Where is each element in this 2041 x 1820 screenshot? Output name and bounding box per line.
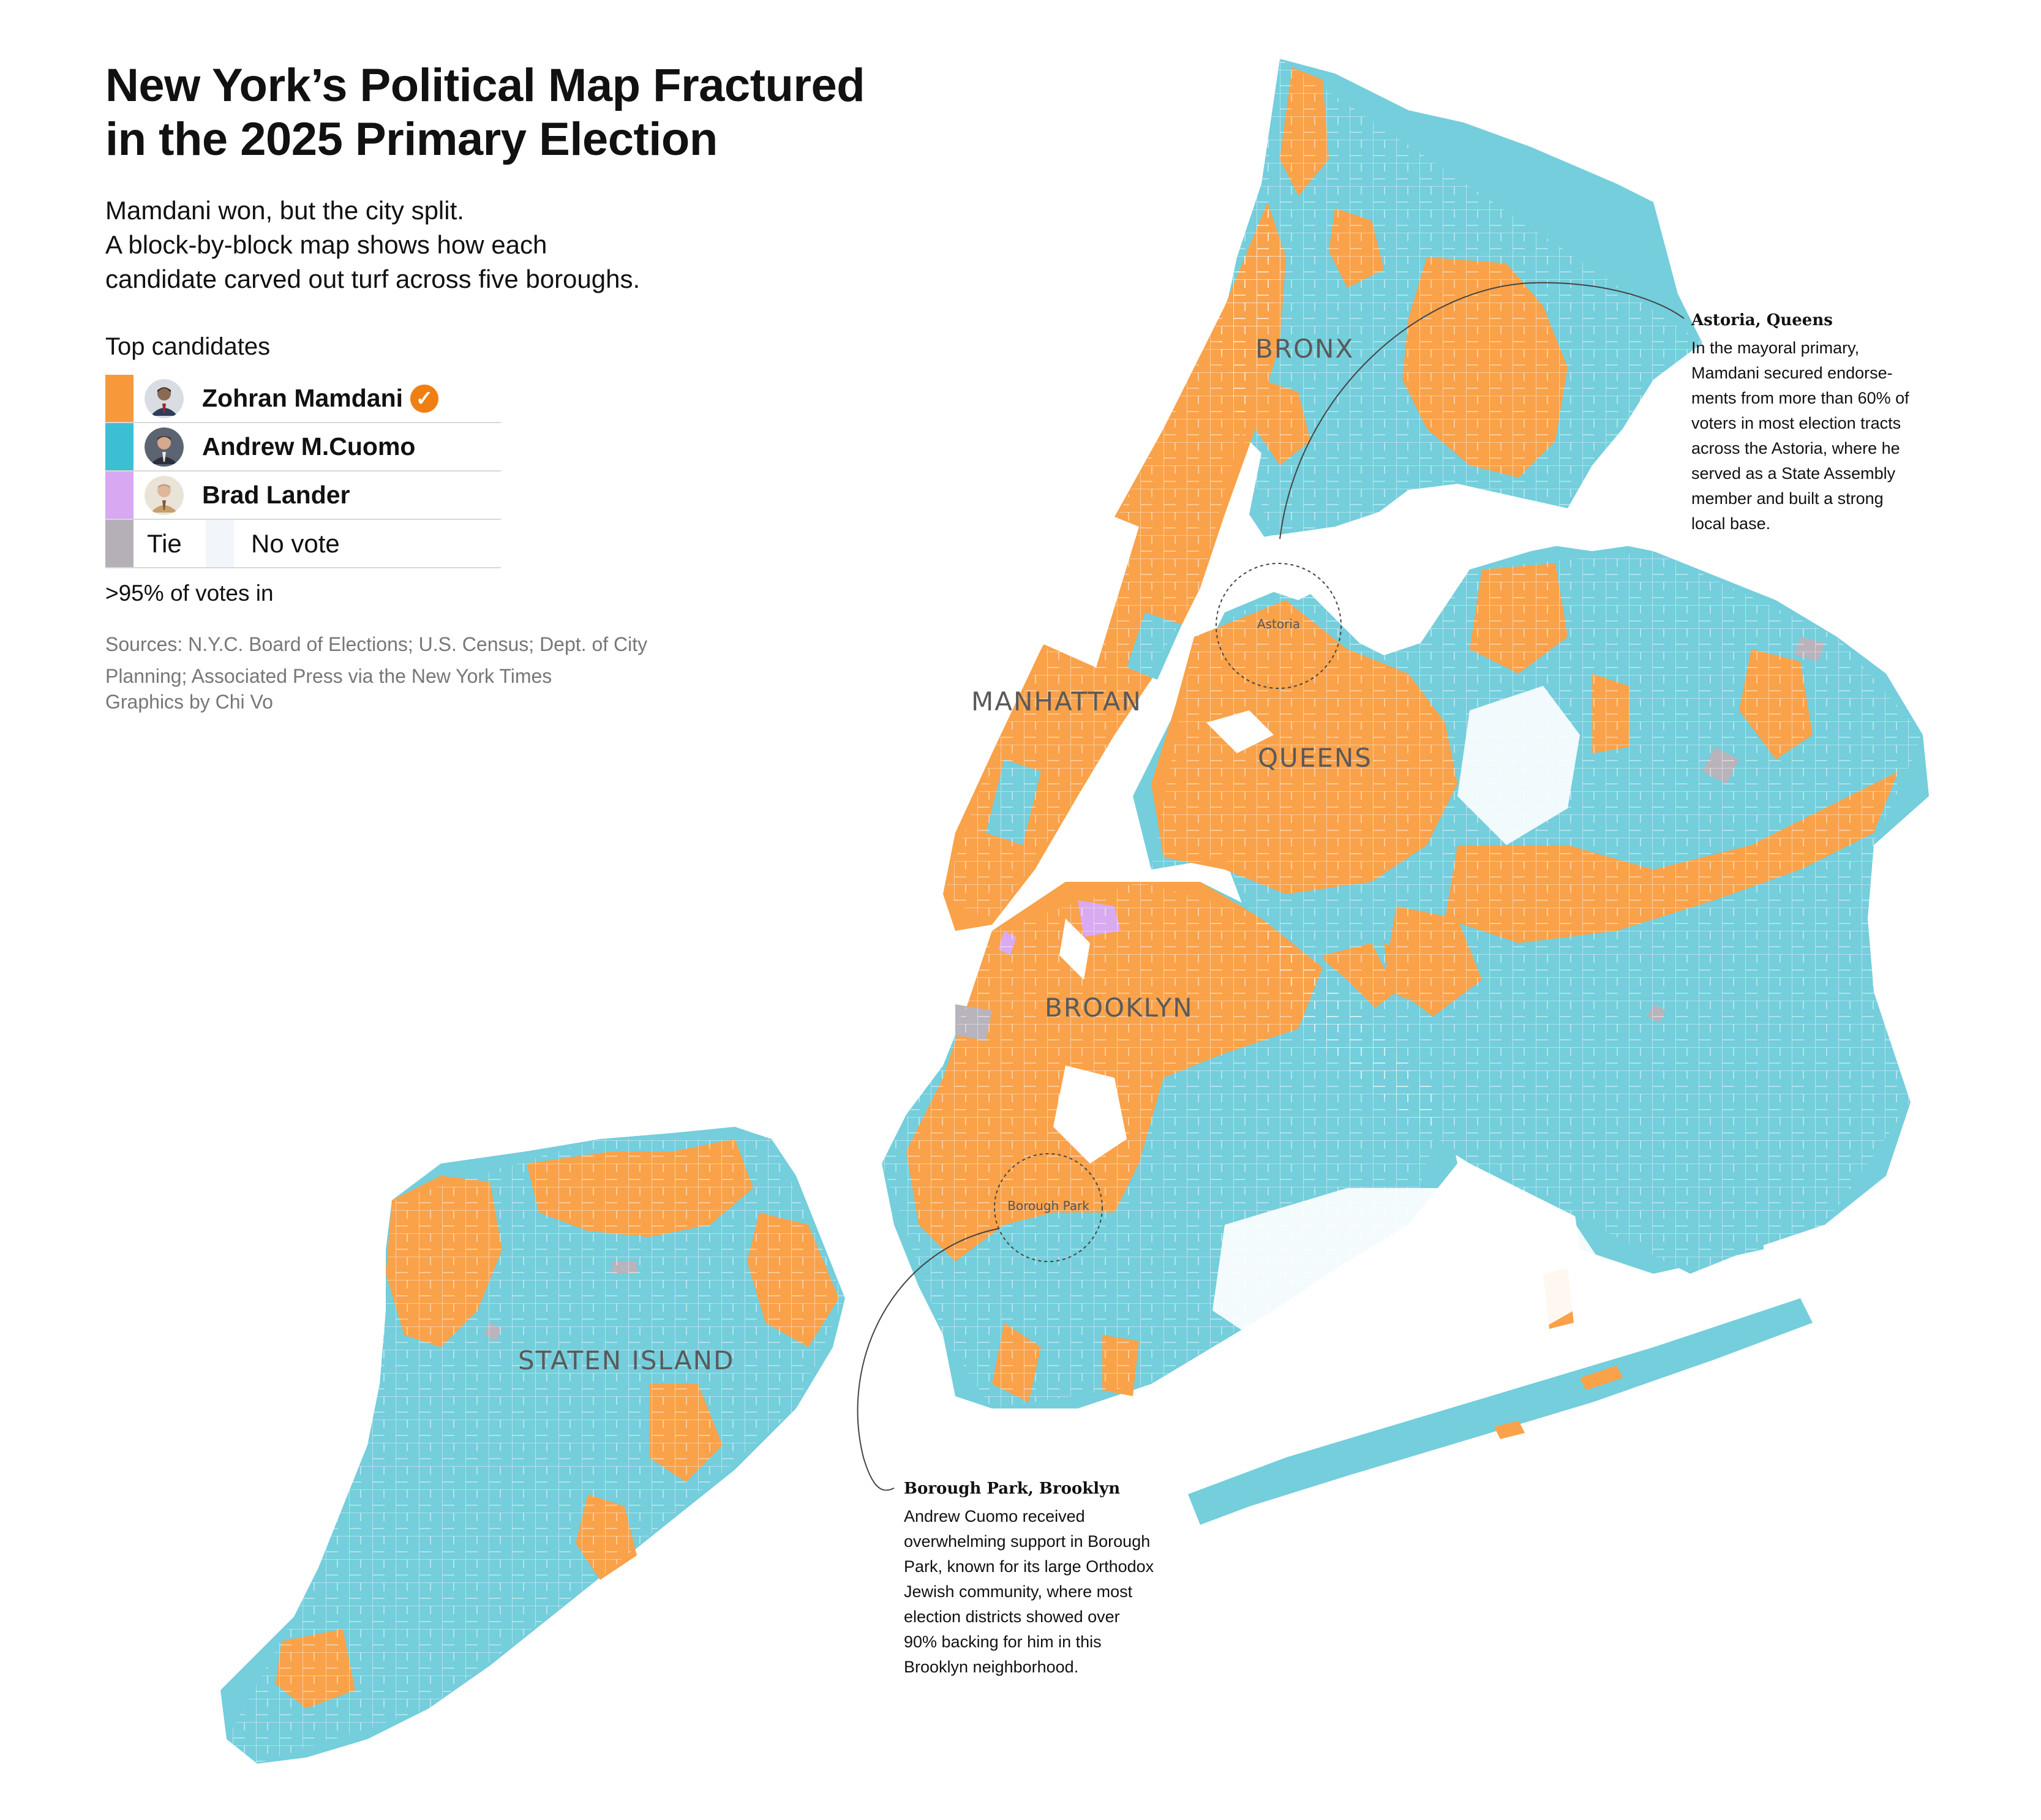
annotation-line: Mamdani secured endorse-	[1691, 364, 1893, 382]
tie-swatch	[105, 520, 133, 567]
tie-label: Tie	[147, 528, 182, 558]
annotation-line: member and built a strong	[1691, 489, 1884, 508]
borough-park-annotation-text: Andrew Cuomo received overwhelming suppo…	[904, 1504, 1198, 1680]
annotation-line: Andrew Cuomo received	[904, 1507, 1085, 1525]
annotation-line: 90% backing for him in this	[904, 1633, 1102, 1651]
legend-row-cuomo: Andrew M.Cuomo	[105, 423, 501, 472]
astoria-annotation-text: In the mayoral primary, Mamdani secured …	[1691, 336, 1949, 536]
legend-title: Top candidates	[105, 333, 271, 360]
astoria-annotation-heading: Astoria, Queens	[1691, 311, 1833, 329]
mamdani-name: Zohran Mamdani	[202, 384, 404, 412]
legend: Zohran Mamdani ✓ Andrew M.Cuomo Brad Lan…	[105, 375, 501, 568]
annotation-line: In the mayoral primary,	[1691, 339, 1860, 357]
winner-check-icon: ✓	[410, 384, 439, 413]
annotation-line: ments from more than 60% of	[1691, 389, 1909, 407]
annotation-line: election districts showed over	[904, 1608, 1120, 1626]
annotation-line: Park, known for its large Orthodox	[904, 1557, 1154, 1576]
legend-row-mamdani: Zohran Mamdani ✓	[105, 375, 501, 423]
lander-avatar	[145, 475, 184, 515]
lander-name: Brad Lander	[202, 481, 350, 509]
no-vote-label: No vote	[251, 528, 340, 558]
cuomo-swatch	[105, 423, 133, 470]
cuomo-avatar	[145, 427, 184, 467]
staten-island-label: STATEN ISLAND	[518, 1345, 734, 1375]
borough-park-annotation-heading: Borough Park, Brooklyn	[904, 1480, 1121, 1498]
lander-swatch	[105, 472, 133, 519]
brooklyn-label: BROOKLYN	[1045, 993, 1193, 1023]
graphics-credit: Graphics by Chi Vo	[105, 691, 273, 713]
astoria-label: Astoria	[1257, 617, 1300, 631]
bronx-label: BRONX	[1255, 334, 1354, 364]
subtitle-line: candidate carved out turf across five bo…	[105, 265, 641, 293]
annotation-line: voters in most election tracts	[1691, 414, 1901, 432]
no-vote-swatch	[206, 520, 234, 567]
borough-labels: BRONX MANHATTAN QUEENS BROOKLYN STATEN I…	[518, 334, 1372, 1375]
subtitle-line: A block-by-block map shows how each	[105, 230, 547, 259]
sources-note: Sources: N.Y.C. Board of Elections; U.S.…	[105, 633, 648, 687]
annotation-line: across the Astoria, where he	[1691, 439, 1900, 457]
title-line-2: in the 2025 Primary Election	[105, 113, 718, 165]
manhattan-label: MANHATTAN	[971, 686, 1142, 716]
annotation-line: Jewish community, where most	[904, 1582, 1133, 1601]
queens-label: QUEENS	[1258, 743, 1372, 773]
mamdani-swatch	[105, 375, 133, 422]
title-line-1: New York’s Political Map Fractured	[105, 59, 865, 111]
borough-park-label: Borough Park	[1007, 1198, 1089, 1213]
callouts: Astoria Borough Park	[857, 282, 1685, 1491]
annotation-line: served as a State Assembly	[1691, 464, 1896, 483]
votes-reporting-note: >95% of votes in	[105, 581, 274, 606]
borough-park-circle	[994, 1153, 1103, 1262]
annotation-line: overwhelming support in Borough	[904, 1532, 1151, 1551]
subtitle-line: Mamdani won, but the city split.	[105, 196, 464, 225]
cuomo-name: Andrew M.Cuomo	[202, 432, 416, 461]
subtitle: Mamdani won, but the city split. A block…	[105, 194, 840, 296]
block-texture	[227, 59, 1923, 1764]
page-title: New York’s Political Map Fractured in th…	[105, 59, 1024, 167]
annotation-line: Brooklyn neighborhood.	[904, 1658, 1079, 1676]
astoria-circle	[1216, 563, 1342, 689]
annotation-line: local base.	[1691, 514, 1771, 533]
legend-row-tie-novote: Tie No vote	[105, 520, 501, 568]
water	[1059, 502, 1678, 1359]
legend-row-lander: Brad Lander	[105, 472, 501, 520]
mamdani-avatar	[145, 378, 184, 418]
borough-park-leader-line	[857, 1228, 1000, 1491]
astoria-leader-line	[1279, 282, 1685, 540]
